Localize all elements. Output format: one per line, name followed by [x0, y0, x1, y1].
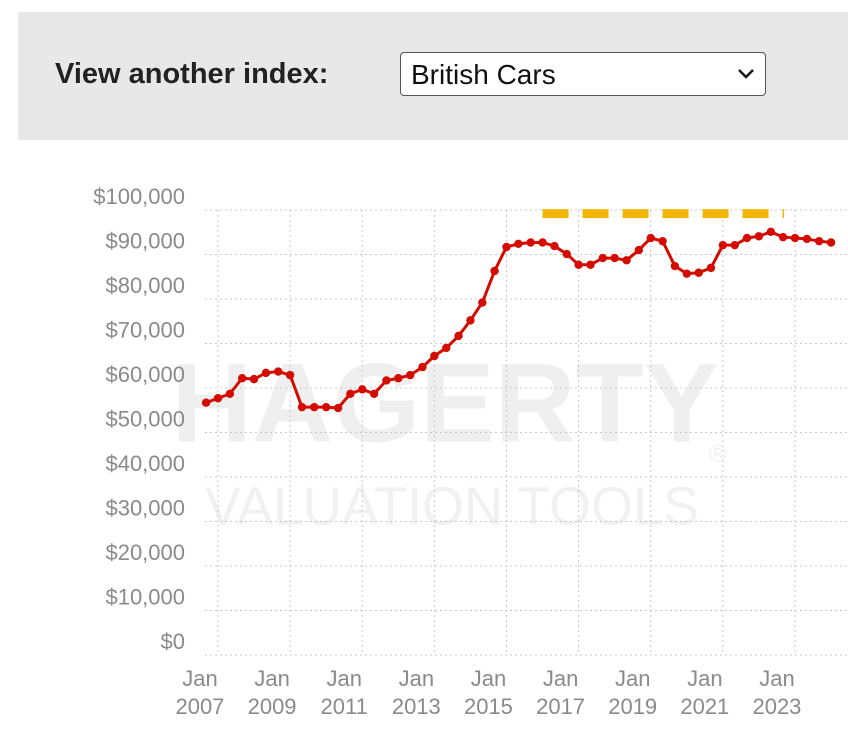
data-point: [321, 402, 331, 412]
data-point: [694, 268, 703, 277]
data-point: [658, 236, 667, 246]
data-point: [418, 362, 427, 372]
data-point: [754, 232, 764, 241]
index-label: View another index:: [55, 58, 329, 90]
data-point: [610, 253, 619, 263]
y-tick-label: $80,000: [105, 273, 185, 298]
data-point: [490, 266, 499, 276]
data-point: [514, 239, 523, 249]
data-point: [369, 389, 379, 398]
index-select[interactable]: British Cars: [400, 52, 766, 96]
data-point: [718, 240, 728, 250]
data-point: [526, 238, 535, 247]
data-point: [586, 260, 595, 269]
x-tick-label: Jan 2013: [392, 666, 441, 719]
x-tick-label: Jan 2019: [608, 666, 657, 719]
data-point: [634, 245, 644, 255]
x-tick-label: Jan 2011: [321, 666, 368, 719]
y-tick-label: $40,000: [105, 451, 185, 476]
data-point: [730, 240, 739, 250]
data-point: [358, 385, 367, 394]
y-tick-label: $20,000: [105, 540, 185, 565]
data-point: [310, 402, 319, 412]
data-point: [706, 263, 716, 273]
data-point: [249, 374, 259, 384]
data-point: [382, 376, 391, 385]
data-point: [826, 238, 836, 247]
data-point: [466, 316, 475, 325]
y-tick-label: $100,000: [93, 184, 185, 209]
data-point: [201, 398, 211, 407]
data-point: [394, 374, 403, 383]
data-point: [333, 403, 343, 413]
data-point: [574, 260, 583, 269]
data-point: [562, 249, 571, 259]
data-point: [502, 242, 511, 252]
y-tick-label: $50,000: [105, 406, 185, 431]
data-point: [454, 331, 463, 341]
y-tick-label: $10,000: [105, 584, 185, 609]
data-point: [237, 374, 247, 383]
x-tick-label: Jan 2023: [752, 666, 801, 719]
x-tick-label: Jan 2009: [248, 666, 297, 719]
data-point: [814, 236, 824, 246]
data-point: [261, 368, 271, 378]
y-tick-label: $90,000: [105, 228, 185, 253]
x-tick-label: Jan 2007: [175, 666, 224, 719]
y-tick-label: $0: [161, 629, 185, 654]
data-point: [538, 238, 547, 247]
data-point: [442, 343, 451, 353]
data-point: [550, 241, 559, 251]
data-point: [790, 233, 800, 243]
data-point: [285, 370, 295, 380]
y-tick-label: $30,000: [105, 495, 185, 520]
data-point: [778, 232, 788, 242]
select-value: British Cars: [411, 59, 556, 90]
x-tick-label: Jan 2021: [680, 666, 729, 719]
data-point: [622, 256, 631, 265]
data-point: [802, 234, 812, 244]
watermark: HAGERTY: [171, 341, 719, 466]
x-tick-label: Jan 2017: [536, 666, 585, 719]
header-bar: View another index: British Cars: [18, 12, 848, 140]
data-point: [646, 233, 655, 243]
data-point: [682, 269, 691, 278]
x-tick-label: Jan 2015: [464, 666, 513, 719]
data-point: [225, 389, 235, 398]
data-point: [670, 261, 680, 271]
data-point: [430, 351, 439, 361]
y-tick-label: $70,000: [105, 317, 185, 342]
data-point: [297, 402, 307, 412]
data-point: [274, 367, 283, 376]
watermark: ®: [709, 440, 727, 467]
data-point: [213, 394, 223, 403]
data-point: [766, 227, 776, 237]
y-tick-label: $60,000: [105, 362, 185, 387]
data-point: [598, 253, 607, 263]
data-point: [405, 370, 415, 380]
watermark: VALUATION TOOLS: [205, 476, 699, 536]
chevron: [738, 69, 754, 79]
data-point: [346, 389, 355, 398]
data-point: [742, 233, 752, 243]
data-point: [478, 298, 487, 307]
